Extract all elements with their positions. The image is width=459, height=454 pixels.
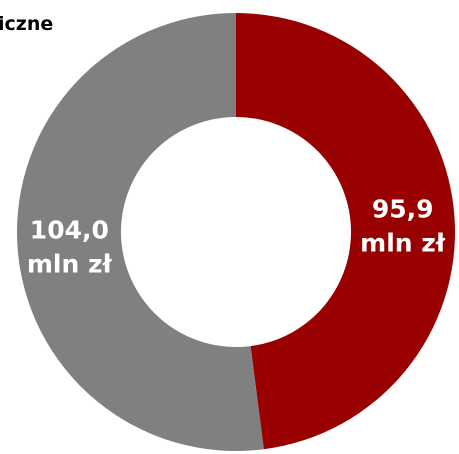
donut-segment xyxy=(16,13,264,452)
data-label: 104,0 mln zł xyxy=(27,216,113,279)
donut-segment xyxy=(236,13,455,450)
data-label-line: mln zł xyxy=(360,228,446,257)
data-label-line: 104,0 xyxy=(30,216,109,245)
chart-title: iczne xyxy=(0,13,53,35)
data-label-line: 95,9 xyxy=(372,194,434,223)
data-label-line: mln zł xyxy=(27,250,113,279)
data-label: 95,9 mln zł xyxy=(360,194,446,257)
